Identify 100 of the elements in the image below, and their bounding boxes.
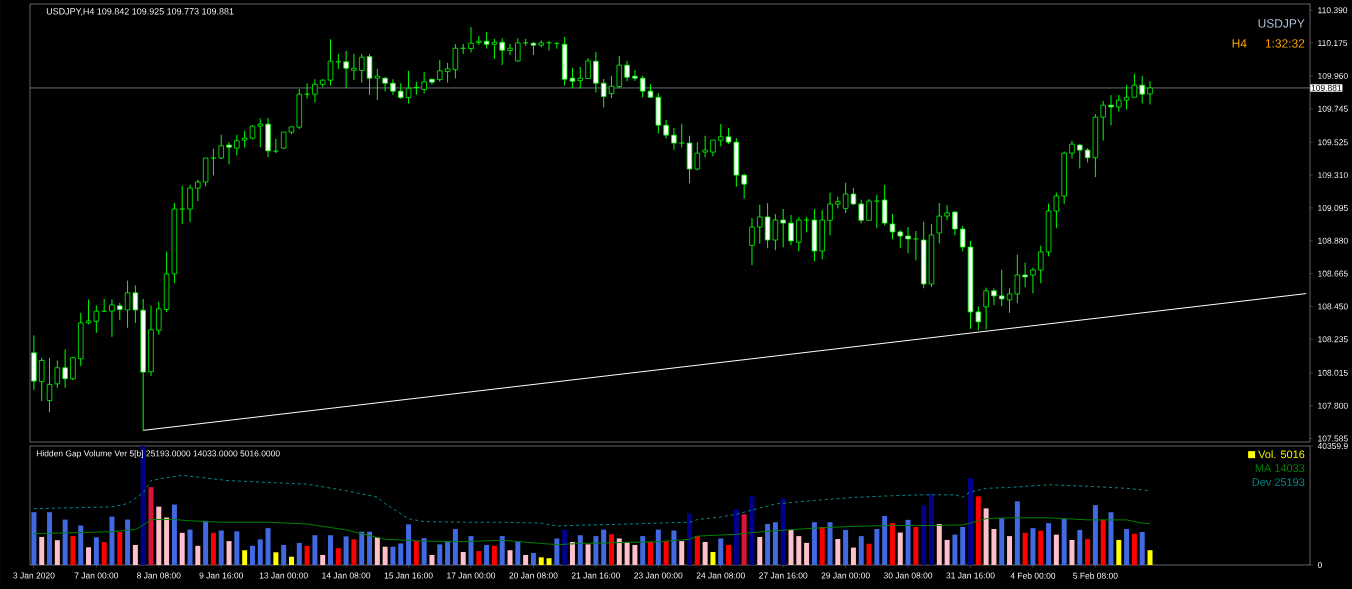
bar [125, 519, 131, 565]
y-tick-label: 110.390 [1318, 7, 1348, 14]
bar [530, 552, 536, 565]
text: MA 14033 [1255, 464, 1305, 472]
bar [382, 546, 388, 565]
bar [390, 546, 396, 565]
x-tick-label: 24 Jan 08:00 [696, 572, 745, 579]
candlestick [210, 148, 217, 176]
bar [1116, 539, 1122, 565]
bar [288, 556, 294, 565]
x-tick-label: 13 Jan 00:00 [259, 572, 308, 579]
bar [468, 536, 474, 565]
y-tick-label: 107.800 [1318, 402, 1348, 409]
bar [882, 516, 888, 565]
bar [304, 545, 310, 565]
candlestick [632, 69, 638, 82]
bar [741, 514, 747, 565]
bar [718, 538, 724, 565]
bar [156, 506, 162, 565]
bar [507, 550, 513, 565]
x-tick-label: 8 Jan 08:00 [137, 572, 181, 579]
bar [874, 529, 880, 565]
candlestick [866, 198, 872, 221]
bar [765, 524, 771, 565]
candlestick [312, 78, 318, 103]
x-tick-label: 30 Jan 08:00 [883, 572, 933, 579]
bar [367, 531, 373, 565]
line-series [33, 474, 1151, 527]
bar [210, 532, 216, 565]
bar [554, 538, 560, 565]
bar [562, 529, 568, 565]
y-tick-label: 108.235 [1318, 336, 1348, 343]
bar [905, 519, 911, 565]
bar [179, 532, 185, 565]
candlestick [460, 43, 467, 55]
bar [866, 543, 872, 565]
candlestick [959, 225, 966, 252]
bar [1038, 530, 1044, 565]
x-tick-label: 20 Jan 08:00 [509, 572, 558, 579]
candlestick [499, 37, 505, 66]
bar [406, 524, 412, 565]
bar [640, 536, 646, 565]
y-tick-label: 109.310 [1318, 172, 1348, 179]
x-tick-label: 7 Jan 00:00 [74, 572, 119, 579]
bar [1007, 536, 1013, 565]
bar [1124, 529, 1130, 565]
y-tick-label: 108.665 [1318, 270, 1348, 277]
x-tick-label: 23 Jan 00:00 [634, 572, 683, 579]
candlestick [671, 127, 677, 151]
bar [460, 552, 466, 565]
x-tick-label: 15 Jan 16:00 [384, 572, 433, 579]
bar [1069, 539, 1075, 565]
candlestick [741, 173, 747, 200]
candlestick [593, 51, 599, 94]
bar [648, 541, 654, 565]
bar [1022, 532, 1028, 565]
bar [335, 548, 341, 565]
bar [296, 542, 302, 565]
bar [320, 554, 326, 565]
candlestick [46, 357, 53, 413]
bar [843, 529, 849, 565]
candlestick [421, 71, 427, 95]
bar [1147, 550, 1153, 565]
bar [913, 526, 919, 565]
candlestick [109, 299, 115, 338]
bar [62, 519, 68, 565]
bar [538, 557, 544, 565]
bar [608, 534, 614, 565]
bar [523, 554, 529, 565]
candlestick [382, 76, 388, 92]
bar [484, 544, 490, 565]
bar [398, 543, 404, 565]
bar [54, 540, 60, 565]
bar [195, 545, 201, 565]
y-tick-label: 108.880 [1318, 237, 1348, 244]
annotation: H4 [1232, 39, 1247, 48]
bar [671, 530, 677, 565]
bar [968, 478, 974, 565]
bar [203, 520, 209, 565]
candlestick [952, 210, 958, 236]
bar [749, 496, 755, 565]
candlestick [663, 119, 669, 139]
bar [772, 522, 778, 565]
bar [31, 512, 37, 565]
candlestick [405, 70, 412, 105]
candlestick [413, 81, 420, 96]
bar [226, 541, 232, 565]
x-tick-label: 29 Jan 00:00 [821, 572, 870, 579]
candlestick [912, 230, 919, 261]
candlestick [624, 60, 630, 82]
candlestick [616, 55, 623, 89]
candlestick [936, 202, 943, 244]
candlestick [1022, 262, 1028, 288]
candlestick [796, 216, 802, 252]
bar [897, 532, 903, 565]
x-tick-label: 31 Jan 16:00 [946, 572, 995, 579]
candlestick [195, 179, 201, 202]
ref-line-label: 109.881 [1311, 84, 1342, 91]
candlestick [905, 226, 911, 254]
candlestick [234, 134, 240, 156]
